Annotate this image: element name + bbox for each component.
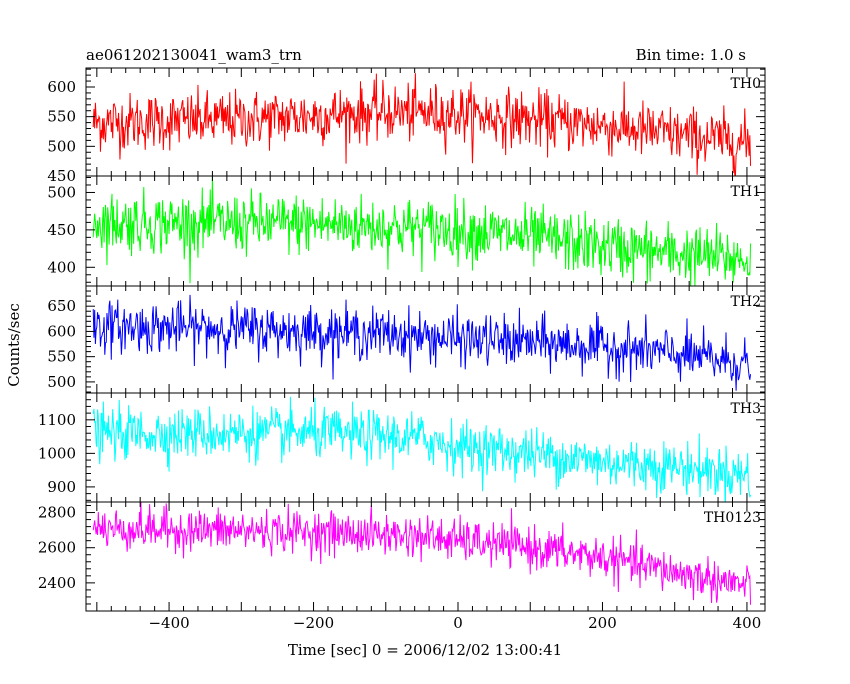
panel-th0123: 2400 2600 2800 TH0123 bbox=[38, 501, 766, 612]
y-tick-label: 900 bbox=[47, 478, 76, 496]
y-tick-label: 2400 bbox=[38, 574, 76, 592]
x-tick-label: −200 bbox=[293, 614, 334, 632]
y-tick-label: 500 bbox=[47, 183, 76, 201]
panel-th0: 450 500 550 600 TH0 bbox=[47, 67, 766, 185]
panel-th2: 500 550 600 650 TH2 bbox=[47, 285, 766, 394]
series-line-th0123 bbox=[92, 502, 752, 605]
x-tick-label: 200 bbox=[588, 614, 617, 632]
panel-label-th0123: TH0123 bbox=[704, 510, 761, 526]
panel-label-th2: TH2 bbox=[731, 294, 761, 310]
y-tick-label: 650 bbox=[47, 297, 76, 315]
y-tick-label: 2600 bbox=[38, 539, 76, 557]
y-axis-title: Counts/sec bbox=[5, 303, 23, 387]
panel-th1: 400 450 500 TH1 bbox=[47, 175, 766, 287]
y-tick-label: 400 bbox=[47, 258, 76, 276]
panel-label-th1: TH1 bbox=[731, 184, 761, 200]
y-tick-label: 1000 bbox=[38, 444, 76, 462]
y-tick-label: 550 bbox=[47, 108, 76, 126]
chart-title: ae061202130041_wam3_trn bbox=[86, 46, 302, 64]
y-tick-label: 500 bbox=[47, 373, 76, 391]
panel-frame bbox=[85, 285, 766, 394]
y-tick-label: 450 bbox=[47, 221, 76, 239]
x-axis-title: Time [sec] 0 = 2006/12/02 13:00:41 bbox=[288, 641, 562, 659]
x-tick-label: 0 bbox=[453, 614, 463, 632]
y-tick-label: 450 bbox=[47, 167, 76, 185]
series-line-th1 bbox=[92, 176, 752, 286]
x-tick-label: 400 bbox=[733, 614, 762, 632]
x-tick-label: −400 bbox=[148, 614, 189, 632]
panel-label-th3: TH3 bbox=[731, 401, 761, 417]
panel-frame bbox=[85, 501, 766, 612]
y-tick-label: 600 bbox=[47, 322, 76, 340]
y-tick-label: 2800 bbox=[38, 504, 76, 522]
series-line-th2 bbox=[92, 294, 752, 391]
series-line-th0 bbox=[92, 73, 752, 176]
series-line-th3 bbox=[92, 396, 752, 502]
y-tick-label: 500 bbox=[47, 137, 76, 155]
bin-time-label: Bin time: 1.0 s bbox=[636, 46, 746, 64]
y-tick-label: 550 bbox=[47, 348, 76, 366]
y-tick-label: 1100 bbox=[38, 411, 76, 429]
panel-th3: 900 1000 1100 TH3 bbox=[38, 392, 766, 503]
panel-label-th0: TH0 bbox=[731, 76, 761, 92]
y-tick-label: 600 bbox=[47, 78, 76, 96]
